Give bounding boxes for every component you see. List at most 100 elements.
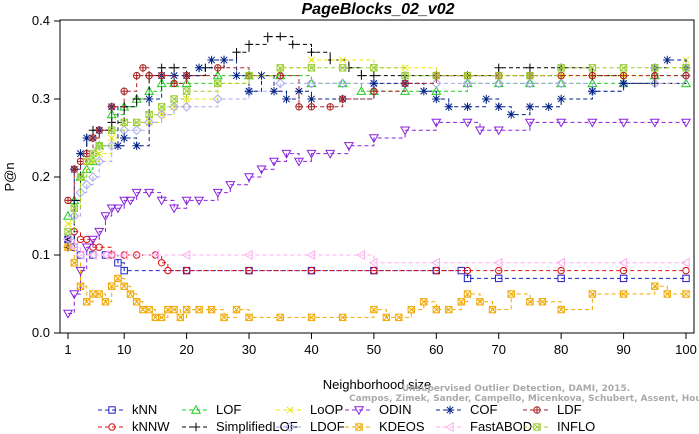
- legend-label: INFLO: [557, 419, 595, 434]
- data-point-kdeos: [208, 306, 216, 314]
- data-point-knn: [463, 274, 472, 283]
- series-odin: [62, 118, 692, 319]
- data-point-fastabod: [431, 257, 441, 268]
- data-point-simplifiedlof: [357, 71, 366, 80]
- data-point-odin: [474, 126, 486, 136]
- data-point-odin: [94, 227, 105, 237]
- data-point-odin: [587, 118, 598, 128]
- data-point-inflo: [76, 173, 85, 181]
- data-point-ldf: [370, 88, 378, 95]
- legend-marker-cof: [445, 405, 455, 415]
- data-point-kdeos: [526, 298, 534, 306]
- data-point-inflo: [651, 64, 659, 72]
- y-tick-label: 0.4: [32, 13, 50, 28]
- data-point-kdeos: [164, 306, 172, 314]
- data-point-ldof: [169, 101, 180, 112]
- data-point-kdeos: [107, 282, 116, 290]
- data-point-kdeos: [133, 298, 141, 306]
- data-point-odin: [156, 196, 167, 206]
- data-point-odin: [462, 118, 473, 128]
- data-point-cof: [294, 87, 304, 96]
- data-point-ldof: [131, 125, 142, 136]
- data-point-inflo: [158, 103, 166, 111]
- data-point-lof: [462, 78, 473, 88]
- data-point-odin: [293, 157, 305, 167]
- data-point-inflo: [682, 64, 690, 72]
- data-point-inflo: [89, 149, 97, 158]
- data-point-kdeos: [207, 305, 216, 314]
- data-point-kdeos: [220, 313, 228, 322]
- data-point-inflo: [70, 204, 78, 212]
- data-point-ldof: [525, 78, 535, 89]
- data-point-ldf: [77, 158, 84, 165]
- data-point-ldf: [120, 87, 128, 95]
- data-point-fastabod: [680, 257, 690, 268]
- data-point-cof: [76, 149, 85, 158]
- data-point-kdeos: [538, 298, 547, 306]
- data-point-cof: [244, 87, 254, 96]
- data-point-fastabod: [106, 249, 116, 261]
- legend: kNN kNNW LOF SimplifiedLOF LoOP LDOF ODIN KDEOS…: [98, 402, 595, 434]
- data-point-ldof: [106, 140, 117, 151]
- data-point-inflo: [276, 64, 284, 72]
- data-point-inflo: [370, 64, 378, 72]
- data-point-odin: [144, 188, 155, 198]
- data-point-simplifiedlof: [244, 40, 254, 49]
- data-point-kdeos: [651, 282, 659, 290]
- data-point-odin: [131, 188, 142, 198]
- data-point-cof: [232, 71, 241, 80]
- watermark-line-1: Unsupervised Outlier Detection, DAMI, 20…: [402, 384, 630, 394]
- data-point-inflo: [214, 79, 222, 87]
- data-point-ldf: [120, 88, 128, 95]
- data-point-cof: [244, 87, 254, 96]
- data-point-kdeos: [120, 282, 128, 290]
- data-point-fastabod: [555, 257, 565, 268]
- data-point-knnw: [495, 266, 503, 275]
- data-point-cof: [144, 94, 154, 104]
- data-point-fastabod: [106, 249, 116, 261]
- data-point-knnw: [95, 243, 103, 251]
- data-point-knnw: [682, 266, 690, 275]
- data-point-kdeos: [407, 305, 416, 314]
- data-point-kdeos: [338, 313, 347, 322]
- data-point-odin: [169, 204, 180, 214]
- data-point-ldf: [139, 64, 147, 71]
- data-point-cof: [663, 55, 672, 65]
- data-point-knnw: [95, 243, 103, 251]
- data-point-lof: [493, 78, 504, 88]
- x-tick-label: 40: [304, 342, 318, 357]
- data-point-kdeos: [182, 305, 191, 314]
- data-point-odin: [106, 204, 117, 214]
- data-point-knnw: [245, 266, 253, 275]
- data-point-odin: [75, 266, 86, 276]
- data-point-ldf: [96, 127, 103, 134]
- data-point-loop: [307, 56, 316, 64]
- data-point-inflo: [526, 71, 534, 80]
- data-point-ldf: [295, 103, 303, 110]
- data-point-cof: [588, 87, 597, 96]
- data-point-knnw: [157, 259, 166, 267]
- data-point-knnw: [432, 266, 441, 275]
- data-point-odin: [181, 196, 192, 206]
- data-point-inflo: [83, 157, 91, 165]
- data-point-kdeos: [101, 298, 110, 306]
- data-point-fastabod: [75, 249, 85, 261]
- data-point-inflo: [588, 64, 597, 72]
- data-point-knnw: [495, 266, 503, 275]
- data-point-inflo: [182, 87, 191, 95]
- data-point-kdeos: [420, 298, 428, 306]
- data-point-kdeos: [76, 282, 85, 290]
- data-point-cof: [463, 102, 472, 111]
- data-point-knnw: [307, 266, 316, 275]
- data-point-kdeos: [407, 306, 415, 314]
- data-point-simplifiedlof: [263, 32, 272, 41]
- legend-label: LOF: [216, 402, 241, 417]
- data-point-ldof: [337, 78, 348, 89]
- data-point-kdeos: [420, 298, 428, 306]
- data-point-kdeos: [476, 298, 484, 306]
- data-point-kdeos: [432, 305, 441, 314]
- legend-marker-lof: [190, 404, 202, 414]
- data-point-kdeos: [663, 290, 671, 298]
- data-point-inflo: [107, 126, 116, 134]
